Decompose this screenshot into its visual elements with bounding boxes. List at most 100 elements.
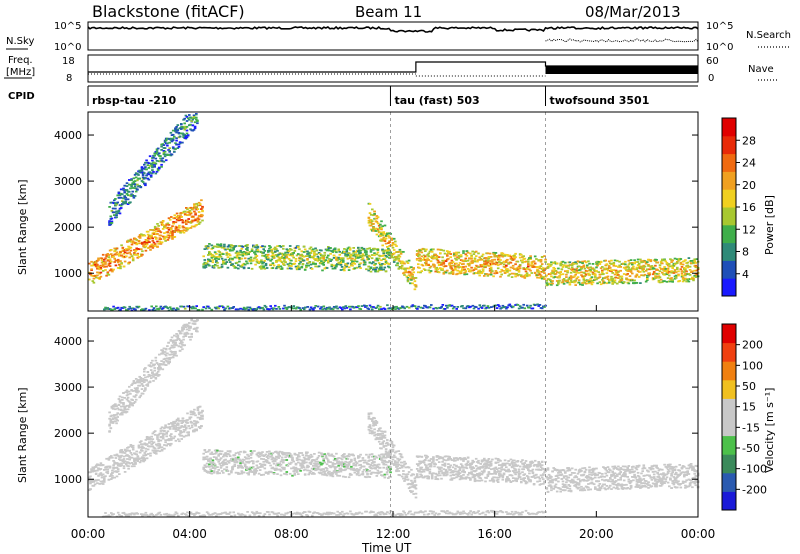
echo-cell [148, 241, 151, 243]
echo-cell [647, 274, 650, 277]
echo-cell [235, 461, 239, 464]
echo-cell [124, 408, 128, 411]
power-ylabel: Slant Range [km] [16, 179, 29, 275]
echo-cell [150, 443, 153, 446]
echo-cell [382, 232, 386, 235]
echo-cell [303, 248, 307, 251]
echo-cell [285, 473, 289, 476]
echo-cell [505, 261, 508, 264]
echo-cell [98, 272, 101, 275]
echo-cell [612, 263, 616, 265]
echo-cell [442, 271, 446, 274]
echo-cell [540, 263, 544, 265]
echo-cell [543, 306, 546, 308]
echo-cell [384, 234, 388, 237]
echo-cell [256, 249, 260, 251]
echo-cell [128, 385, 131, 388]
echo-cell [637, 263, 641, 265]
echo-cell [131, 257, 135, 260]
echo-cell [151, 159, 154, 162]
echo-cell [413, 280, 417, 283]
echo-cell [448, 250, 451, 253]
echo-cell [510, 276, 514, 278]
echo-cell [170, 353, 174, 356]
echo-cell [658, 270, 662, 273]
echo-cell [144, 376, 147, 379]
echo-cell [151, 244, 155, 247]
echo-cell [137, 305, 141, 308]
echo-cell [192, 128, 196, 131]
echo-cell [172, 222, 175, 225]
echo-cell [204, 307, 208, 310]
echo-cell [145, 174, 148, 177]
echo-cell [369, 250, 373, 253]
echo-cell [222, 471, 225, 474]
echo-cell [275, 468, 278, 471]
echo-cell [427, 255, 430, 258]
echo-cell [654, 264, 657, 267]
echo-cell [573, 271, 576, 273]
echo-cell [106, 468, 110, 471]
echo-cell [110, 217, 114, 220]
echo-cell [216, 246, 219, 248]
echo-cell [255, 244, 259, 246]
colorbar-swatch [722, 278, 736, 297]
echo-cell [561, 260, 565, 263]
echo-cell [163, 155, 167, 158]
echo-cell [185, 120, 189, 122]
echo-cell [336, 259, 339, 262]
echo-cell [566, 270, 569, 272]
echo-cell [172, 221, 175, 223]
echo-cell [499, 259, 502, 261]
echo-cell [388, 240, 391, 242]
echo-cell [238, 473, 241, 475]
echo-cell [247, 472, 250, 475]
echo-cell [566, 281, 569, 284]
echo-cell [175, 307, 179, 310]
echo-cell [158, 166, 161, 169]
echo-cell [160, 221, 164, 224]
echo-cell [391, 243, 395, 246]
echo-cell [169, 137, 173, 140]
echo-cell [256, 467, 260, 469]
echo-cell [336, 307, 339, 310]
echo-cell [144, 387, 147, 389]
echo-cell [197, 426, 201, 428]
echo-cell [293, 262, 297, 265]
colorbar-tick-label: 8 [742, 246, 749, 259]
echo-cell [283, 258, 286, 261]
echo-cell [457, 264, 461, 266]
echo-cell [363, 254, 367, 257]
echo-cell [576, 276, 580, 279]
echo-cell [340, 266, 344, 268]
echo-cell [310, 250, 314, 252]
echo-cell [129, 201, 132, 204]
echo-cell [110, 405, 114, 408]
echo-cell [610, 269, 613, 271]
echo-cell [275, 267, 278, 270]
echo-cell [337, 256, 340, 259]
echo-cell [633, 262, 636, 265]
echo-cell [441, 269, 444, 271]
echo-cell [287, 264, 291, 267]
echo-cell [383, 224, 387, 227]
echo-cell [210, 451, 214, 454]
echo-cell [165, 306, 168, 309]
echo-cell [243, 451, 247, 453]
echo-cell [144, 439, 148, 441]
echo-cell [383, 257, 387, 260]
echo-cell [250, 267, 254, 270]
echo-cell [137, 248, 141, 251]
echo-cell [442, 261, 446, 264]
echo-cell [220, 470, 224, 472]
echo-cell [491, 259, 494, 261]
echo-cell [174, 341, 177, 344]
echo-cell [605, 272, 609, 274]
echo-cell [305, 266, 308, 269]
echo-cell [154, 157, 158, 160]
echo-cell [444, 260, 448, 262]
echo-cell [368, 203, 372, 205]
echo-cell [285, 308, 289, 310]
echo-cell [198, 416, 202, 419]
echo-cell [185, 129, 189, 132]
